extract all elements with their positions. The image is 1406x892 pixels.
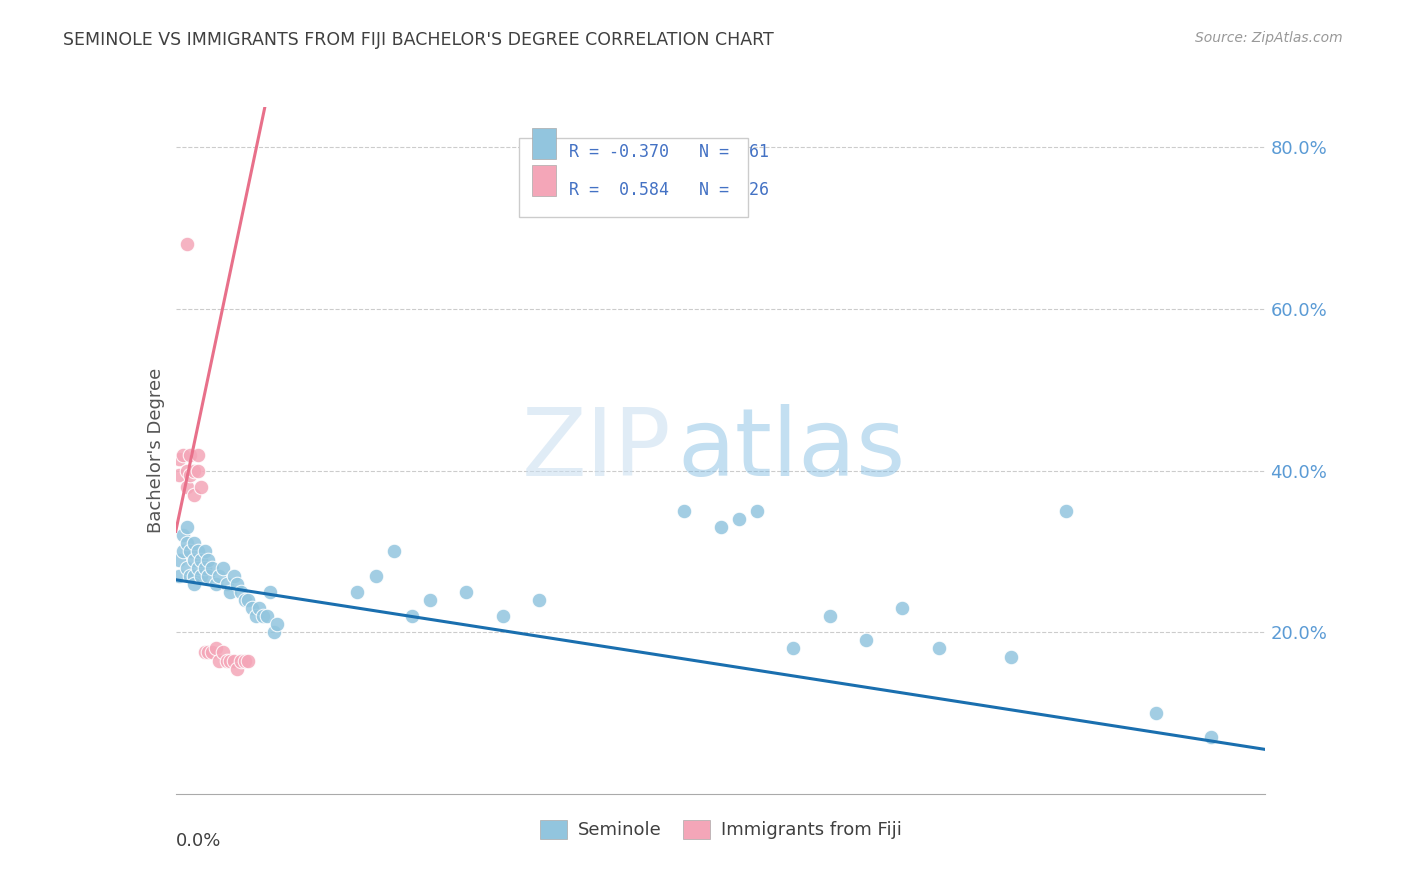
Point xyxy=(179,568,201,582)
Y-axis label: Bachelor's Degree: Bachelor's Degree xyxy=(146,368,165,533)
Point xyxy=(259,585,281,599)
Point xyxy=(190,568,212,582)
Point xyxy=(215,654,238,668)
Point xyxy=(240,601,263,615)
Point xyxy=(231,585,253,599)
Point xyxy=(238,593,260,607)
Point xyxy=(219,654,242,668)
FancyBboxPatch shape xyxy=(519,138,748,217)
Point xyxy=(527,593,550,607)
Point xyxy=(346,585,368,599)
Point xyxy=(194,544,217,558)
Point xyxy=(183,552,205,566)
Point xyxy=(492,609,515,624)
Point xyxy=(222,654,245,668)
Text: Source: ZipAtlas.com: Source: ZipAtlas.com xyxy=(1195,31,1343,45)
Point xyxy=(891,601,914,615)
Point xyxy=(197,568,219,582)
Point xyxy=(226,662,249,676)
Text: atlas: atlas xyxy=(678,404,905,497)
Point xyxy=(183,568,205,582)
FancyBboxPatch shape xyxy=(531,165,555,196)
Point xyxy=(233,593,256,607)
Point xyxy=(190,480,212,494)
Point xyxy=(204,641,226,656)
Text: R = -0.370   N =  61: R = -0.370 N = 61 xyxy=(569,144,769,161)
Point xyxy=(1000,649,1022,664)
Point xyxy=(169,467,191,482)
Point xyxy=(382,544,405,558)
Point xyxy=(419,593,441,607)
Text: SEMINOLE VS IMMIGRANTS FROM FIJI BACHELOR'S DEGREE CORRELATION CHART: SEMINOLE VS IMMIGRANTS FROM FIJI BACHELO… xyxy=(63,31,775,49)
Point xyxy=(176,536,198,550)
Point xyxy=(186,560,209,574)
Point xyxy=(204,576,226,591)
Point xyxy=(197,645,219,659)
Point xyxy=(745,504,768,518)
Point xyxy=(172,448,194,462)
Point xyxy=(186,464,209,478)
Point xyxy=(226,576,249,591)
Point xyxy=(231,654,253,668)
Point xyxy=(855,633,877,648)
Point xyxy=(364,568,387,582)
Point xyxy=(172,544,194,558)
Point xyxy=(208,654,231,668)
Point xyxy=(212,645,235,659)
Point xyxy=(233,654,256,668)
Point xyxy=(194,645,217,659)
Point xyxy=(256,609,278,624)
Point xyxy=(222,568,245,582)
Point xyxy=(1146,706,1168,720)
Point xyxy=(710,520,733,534)
Point xyxy=(252,609,274,624)
Point xyxy=(186,544,209,558)
Legend: Seminole, Immigrants from Fiji: Seminole, Immigrants from Fiji xyxy=(533,813,908,847)
Text: 0.0%: 0.0% xyxy=(176,831,221,850)
Point xyxy=(238,654,260,668)
Point xyxy=(179,467,201,482)
Point xyxy=(183,464,205,478)
Point xyxy=(176,464,198,478)
Point xyxy=(245,609,267,624)
Point xyxy=(818,609,841,624)
Point xyxy=(201,645,224,659)
Point xyxy=(215,576,238,591)
Point xyxy=(263,625,285,640)
Point xyxy=(183,536,205,550)
Point xyxy=(176,237,198,252)
FancyBboxPatch shape xyxy=(531,128,555,159)
Point xyxy=(212,560,235,574)
Point xyxy=(190,552,212,566)
Point xyxy=(176,480,198,494)
Point xyxy=(673,504,696,518)
Text: ZIP: ZIP xyxy=(522,404,672,497)
Point xyxy=(179,448,201,462)
Point xyxy=(208,568,231,582)
Point xyxy=(179,544,201,558)
Point xyxy=(201,560,224,574)
Point xyxy=(183,488,205,502)
Point xyxy=(186,448,209,462)
Point xyxy=(169,552,191,566)
Point xyxy=(727,512,749,526)
Point xyxy=(169,568,191,582)
Point xyxy=(401,609,423,624)
Point xyxy=(197,552,219,566)
Point xyxy=(1199,731,1222,745)
Text: R =  0.584   N =  26: R = 0.584 N = 26 xyxy=(569,181,769,199)
Point xyxy=(176,560,198,574)
Point xyxy=(194,560,217,574)
Point xyxy=(928,641,950,656)
Point xyxy=(456,585,478,599)
Point xyxy=(169,451,191,466)
Point xyxy=(1054,504,1077,518)
Point xyxy=(183,576,205,591)
Point xyxy=(176,520,198,534)
Point xyxy=(219,585,242,599)
Point xyxy=(782,641,804,656)
Point xyxy=(266,617,288,632)
Point xyxy=(172,528,194,542)
Point xyxy=(247,601,270,615)
